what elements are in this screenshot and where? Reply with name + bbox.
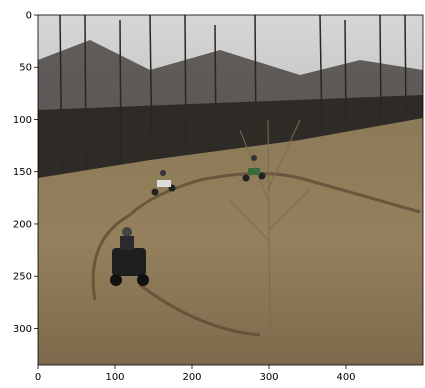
y-tick-label: 100 — [13, 115, 32, 126]
x-tick-label: 200 — [182, 372, 201, 383]
x-tick-label: 0 — [35, 372, 41, 383]
y-tick-label: 150 — [13, 167, 32, 178]
y-tick-label: 0 — [26, 11, 32, 22]
x-tick-label: 100 — [105, 372, 124, 383]
y-tick-label: 250 — [13, 272, 32, 283]
y-tick-label: 50 — [19, 63, 32, 74]
chart: 0 100 200 300 400 0 50 100 150 200 250 300 — [0, 0, 425, 388]
y-tick-label: 200 — [13, 219, 32, 230]
photo — [38, 15, 423, 365]
x-tick-label: 300 — [259, 372, 278, 383]
y-tick-label: 300 — [13, 324, 32, 335]
x-tick-label: 400 — [336, 372, 355, 383]
